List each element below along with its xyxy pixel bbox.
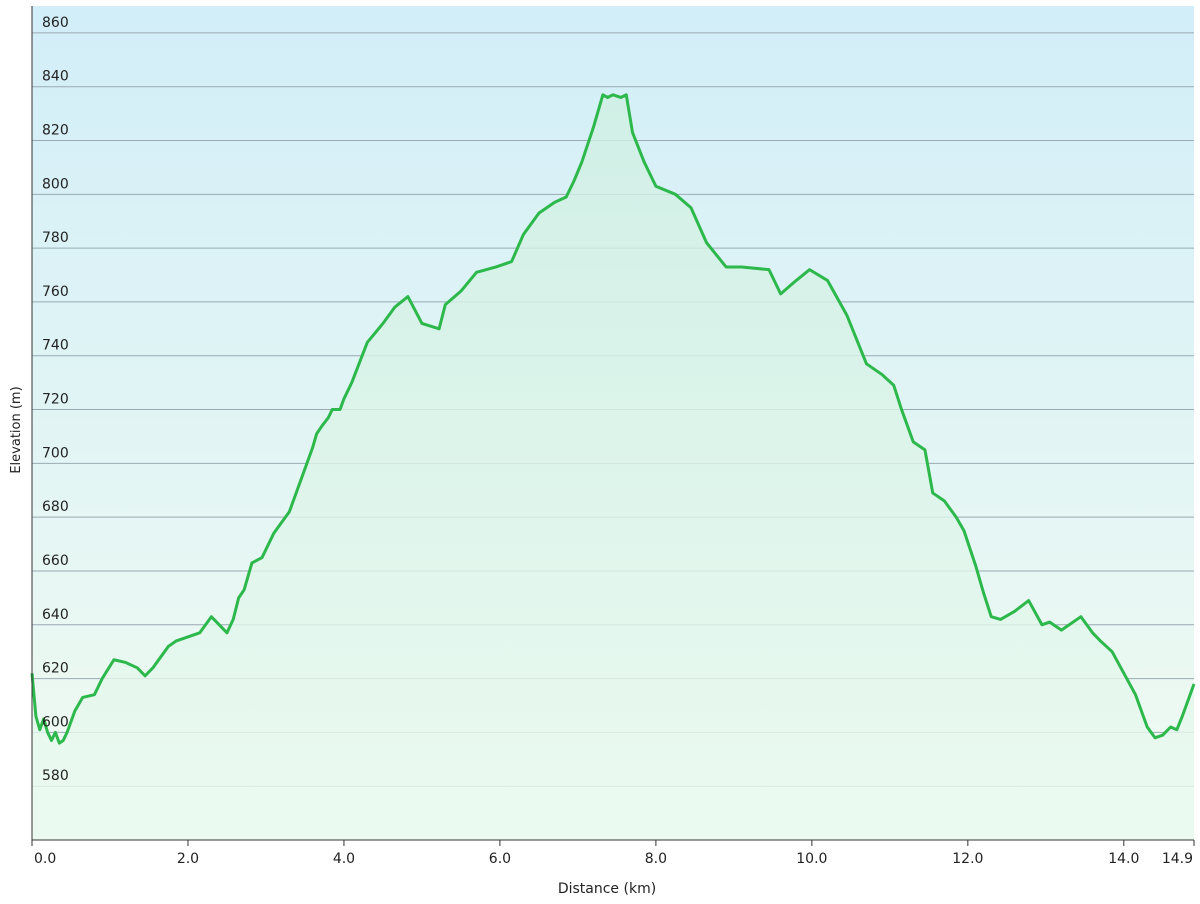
y-tick-label: 780 — [42, 230, 69, 246]
y-axis-title: Elevation (m) — [9, 386, 24, 473]
y-tick-label: 660 — [42, 553, 69, 569]
x-tick-label: 8.0 — [645, 851, 667, 867]
y-tick-label: 800 — [42, 176, 69, 192]
x-tick-label: 0.0 — [34, 851, 56, 867]
y-tick-label: 820 — [42, 123, 69, 139]
x-tick-label: 6.0 — [489, 851, 511, 867]
elevation-area-fill — [32, 94, 1194, 840]
y-tick-label: 640 — [42, 607, 69, 623]
y-tick-label: 620 — [42, 661, 69, 677]
y-tick-label: 680 — [42, 499, 69, 515]
y-tick-label: 720 — [42, 392, 69, 408]
y-tick-labels: 580 600 620 640 660 680 700 720 740 760 780 800 820 8… — [42, 15, 69, 784]
x-tick-label: 4.0 — [333, 851, 355, 867]
y-tick-label: 700 — [42, 445, 69, 461]
x-tick-labels: 0.0 2.0 4.0 6.0 8.0 10.0 12.0 14.0 14.9 — [31, 840, 1195, 867]
x-tick-label: 12.0 — [952, 851, 983, 867]
y-tick-label: 600 — [42, 714, 69, 730]
y-tick-label: 840 — [42, 69, 69, 85]
x-axis-title: Distance (km) — [558, 881, 656, 897]
y-tick-label: 580 — [42, 768, 69, 784]
y-tick-label: 760 — [42, 284, 69, 300]
x-tick-label: 10.0 — [796, 851, 827, 867]
y-tick-label: 860 — [42, 15, 69, 31]
y-tick-label: 740 — [42, 338, 69, 354]
elevation-series-line — [30, 93, 1196, 745]
x-tick-label: 14.0 — [1108, 851, 1139, 867]
x-tick-label: 2.0 — [177, 851, 199, 867]
x-tick-label: 14.9 — [1162, 851, 1193, 867]
